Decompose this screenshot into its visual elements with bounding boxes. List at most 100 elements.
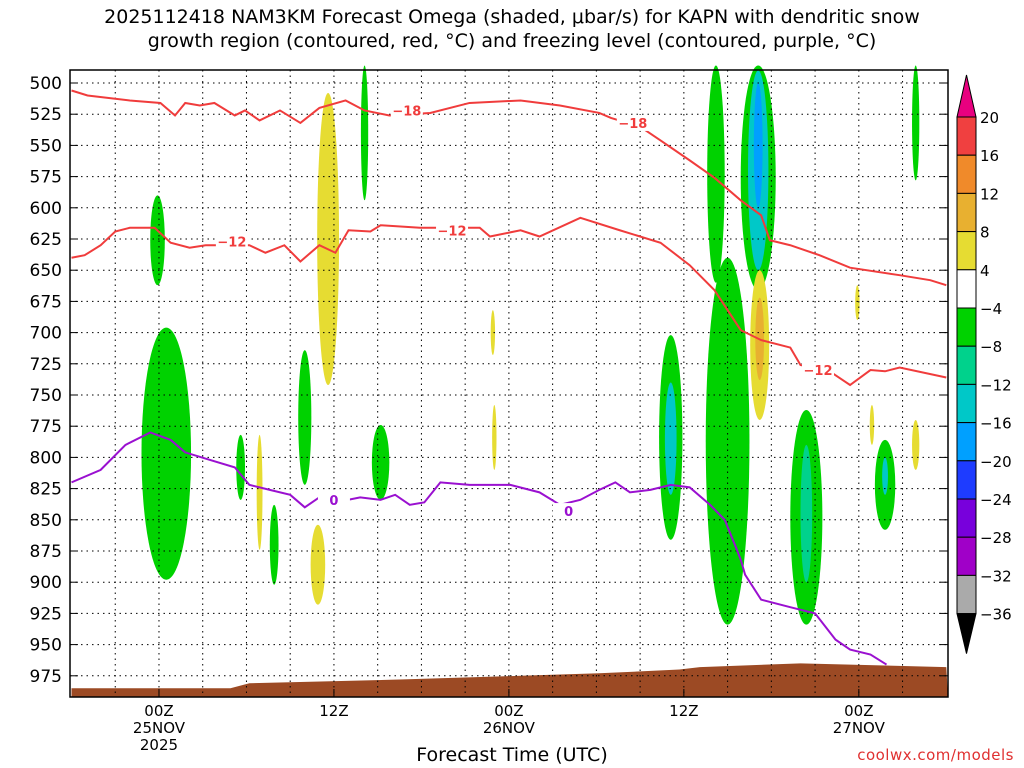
colorbar-box bbox=[956, 536, 977, 576]
x-axis-label: Forecast Time (UTC) bbox=[416, 744, 608, 766]
axes: 500 525 550 575 600 625 650 675 700 725 750 775 800 8… bbox=[30, 74, 948, 754]
contour-label-bg bbox=[436, 222, 469, 239]
y-tick-label: 650 bbox=[30, 261, 62, 281]
contour-lines: −18 −18 −12 −12 −12 0 0 bbox=[71, 89, 947, 666]
y-tick-label: 975 bbox=[30, 667, 62, 687]
omega-region-26 bbox=[912, 419, 920, 470]
x-tick-label: 27NOV bbox=[833, 719, 886, 737]
contour-label-bg bbox=[215, 233, 248, 250]
terrain-layer bbox=[71, 663, 948, 697]
y-tick-label: 525 bbox=[30, 105, 62, 125]
colorbar-label: 12 bbox=[980, 185, 999, 203]
x-tick-label: 26NOV bbox=[483, 719, 536, 737]
colorbar-label: −36 bbox=[980, 606, 1012, 624]
x-tick-label: 12Z bbox=[319, 702, 348, 720]
omega-region-24 bbox=[855, 285, 860, 321]
contour-label-bg bbox=[552, 503, 585, 520]
colorbar-label: −4 bbox=[980, 300, 1002, 318]
chart-title-line2: growth region (contoured, red, °C) and f… bbox=[147, 30, 877, 52]
omega-region-3 bbox=[360, 65, 369, 201]
contour-freezing-level bbox=[71, 431, 888, 666]
y-tick-label: 675 bbox=[30, 292, 62, 312]
x-tick-label: 00Z bbox=[494, 702, 523, 720]
contour-label-bg bbox=[801, 362, 834, 379]
colorbar-label: 16 bbox=[980, 147, 999, 165]
y-tick-label: 950 bbox=[30, 636, 62, 656]
colorbar-label: −12 bbox=[980, 376, 1012, 394]
colorbar-under-triangle bbox=[956, 613, 977, 654]
omega-region-22 bbox=[800, 444, 813, 583]
y-tick-label: 600 bbox=[30, 199, 62, 219]
omega-shading bbox=[141, 65, 920, 625]
omega-region-6 bbox=[256, 434, 263, 550]
x-tick-label: 00Z bbox=[844, 702, 873, 720]
colorbar-label: −32 bbox=[980, 567, 1012, 585]
omega-region-9 bbox=[371, 424, 390, 500]
colorbar-box bbox=[956, 192, 977, 233]
contour-label: −12 bbox=[804, 364, 833, 379]
colorbar-label: 8 bbox=[980, 224, 990, 242]
y-tick-label: 875 bbox=[30, 542, 62, 562]
contour-label-bg bbox=[317, 491, 350, 508]
y-tick-label: 800 bbox=[30, 448, 62, 468]
colorbar: 20 16 12 8 4 −4 −8 −12 −16 −20 −24 −28 −32 −36 bbox=[956, 74, 1012, 654]
y-tick-label: 750 bbox=[30, 386, 62, 406]
grid bbox=[70, 70, 948, 697]
contour-label: 0 bbox=[329, 494, 338, 509]
y-tick-label: 575 bbox=[30, 168, 62, 188]
x-tick-label: 00Z bbox=[144, 702, 173, 720]
colorbar-label: −20 bbox=[980, 453, 1012, 471]
omega-region-28 bbox=[882, 457, 888, 495]
contour-dgz-minus18 bbox=[71, 89, 947, 287]
omega-region-5 bbox=[236, 434, 246, 500]
plot-frame bbox=[69, 69, 949, 698]
colorbar-box bbox=[956, 269, 977, 309]
contour-label: 0 bbox=[564, 505, 573, 520]
colorbar-over-triangle bbox=[956, 74, 977, 118]
omega-region-25 bbox=[869, 404, 875, 445]
y-tick-label: 550 bbox=[30, 136, 62, 156]
watermark: coolwx.com/models bbox=[857, 746, 1014, 764]
colorbar-label: −8 bbox=[980, 338, 1002, 356]
colorbar-box bbox=[956, 307, 977, 347]
omega-region-15 bbox=[705, 257, 750, 625]
y-tick-label: 900 bbox=[30, 573, 62, 593]
colorbar-box bbox=[956, 231, 977, 271]
terrain-fill bbox=[71, 663, 948, 697]
omega-region-8 bbox=[310, 524, 326, 605]
x-tick-label: 12Z bbox=[669, 702, 698, 720]
y-tick-label: 925 bbox=[30, 604, 62, 624]
contour-label-bg bbox=[390, 102, 423, 119]
colorbar-box bbox=[956, 498, 977, 538]
colorbar-label: −16 bbox=[980, 415, 1012, 433]
omega-region-1 bbox=[150, 195, 165, 286]
y-tick-label: 850 bbox=[30, 511, 62, 531]
y-tick-label: 775 bbox=[30, 417, 62, 437]
omega-region-7 bbox=[269, 504, 279, 585]
y-tick-label: 825 bbox=[30, 480, 62, 500]
omega-region-0 bbox=[141, 327, 192, 580]
colorbar-box bbox=[956, 383, 977, 424]
colorbar-box bbox=[956, 116, 977, 156]
colorbar-box bbox=[956, 345, 977, 385]
omega-region-4 bbox=[298, 350, 312, 485]
contour-label: −18 bbox=[392, 104, 421, 119]
x-tick-label: 25NOV bbox=[133, 719, 186, 737]
contour-label: −18 bbox=[618, 117, 647, 132]
omega-region-11 bbox=[492, 404, 497, 470]
contour-label-bg bbox=[616, 114, 649, 131]
colorbar-label: −24 bbox=[980, 491, 1012, 509]
y-tick-label: 625 bbox=[30, 230, 62, 250]
omega-region-23 bbox=[912, 65, 920, 181]
chart-title-line1: 2025112418 NAM3KM Forecast Omega (shaded… bbox=[104, 6, 920, 28]
colorbar-label: −28 bbox=[980, 529, 1012, 547]
omega-region-13 bbox=[664, 382, 677, 495]
contour-label: −12 bbox=[438, 224, 467, 239]
colorbar-label: 20 bbox=[980, 109, 999, 127]
contour-label: −12 bbox=[217, 235, 246, 250]
y-tick-label: 700 bbox=[30, 324, 62, 344]
y-tick-label: 725 bbox=[30, 355, 62, 375]
omega-region-2 bbox=[317, 92, 340, 386]
colorbar-box bbox=[956, 460, 977, 500]
